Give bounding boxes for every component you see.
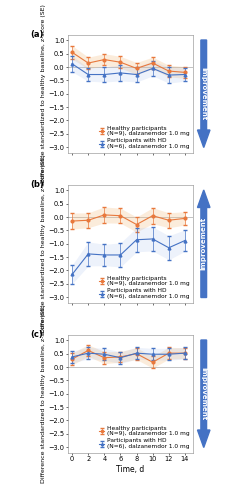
Text: (c): (c) xyxy=(31,330,43,340)
Legend: Healthy participants
(N=9), dalzanemdor 1.0 mg, Participants with HD
(N=6), dalz: Healthy participants (N=9), dalzanemdor … xyxy=(98,425,190,450)
Y-axis label: Difference standardized to healthy baseline, z-score (SE): Difference standardized to healthy basel… xyxy=(41,154,46,333)
Y-axis label: Difference standardized to healthy baseline, z-score (SE): Difference standardized to healthy basel… xyxy=(41,4,46,183)
Text: Improvement: Improvement xyxy=(201,67,207,120)
X-axis label: Time, d: Time, d xyxy=(116,465,145,474)
Y-axis label: Difference standardized to healthy baseline, z-score (SE): Difference standardized to healthy basel… xyxy=(41,304,46,483)
Text: (a): (a) xyxy=(31,30,44,40)
Text: Improvement: Improvement xyxy=(201,367,207,420)
Legend: Healthy participants
(N=9), dalzanemdor 1.0 mg, Participants with HD
(N=6), dalz: Healthy participants (N=9), dalzanemdor … xyxy=(98,275,190,299)
Text: Improvement: Improvement xyxy=(201,217,207,270)
Text: (b): (b) xyxy=(31,180,44,190)
Legend: Healthy participants
(N=9), dalzanemdor 1.0 mg, Participants with HD
(N=6), dalz: Healthy participants (N=9), dalzanemdor … xyxy=(98,125,190,150)
